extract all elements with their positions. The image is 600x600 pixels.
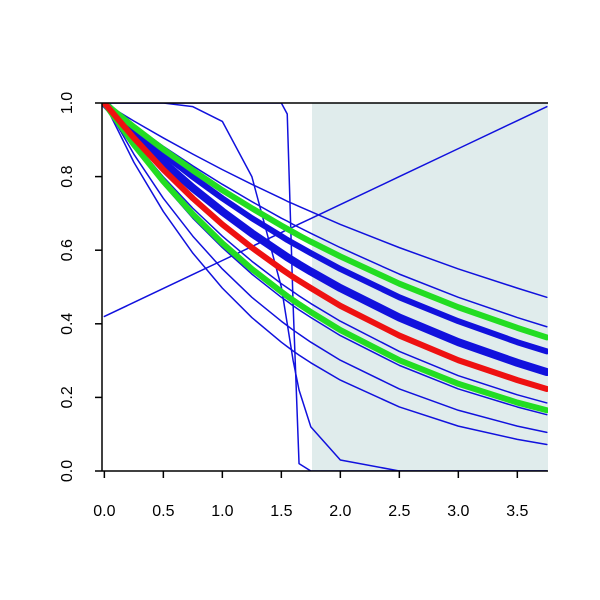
- curve: [102, 103, 548, 341]
- curve: [103, 103, 548, 434]
- curve: [103, 103, 548, 404]
- y-tick-label: 0.8: [59, 165, 76, 187]
- x-tick-label: 0.0: [93, 503, 115, 520]
- curve: [103, 103, 548, 446]
- curve: [103, 103, 548, 471]
- x-tick-label: 3.0: [447, 503, 469, 520]
- y-tick-label: 1.0: [59, 92, 76, 114]
- y-tick-label: 0.6: [59, 239, 76, 261]
- curve: [102, 103, 548, 377]
- x-tick-label: 0.5: [152, 503, 174, 520]
- x-tick-label: 2.0: [329, 503, 351, 520]
- x-tick-label: 3.5: [506, 503, 528, 520]
- shaded-region: [312, 103, 548, 471]
- y-tick-label: 0.0: [59, 460, 76, 482]
- curve: [102, 103, 548, 414]
- curve: [102, 103, 548, 392]
- curves: [102, 103, 548, 471]
- y-tick-label: 0.2: [59, 386, 76, 408]
- x-tick-label: 1.0: [211, 503, 233, 520]
- curve: [102, 103, 548, 355]
- x-tick-label: 2.5: [388, 503, 410, 520]
- curve: [103, 103, 548, 471]
- y-tick-label: 0.4: [59, 313, 76, 335]
- x-tick-label: 1.5: [270, 503, 292, 520]
